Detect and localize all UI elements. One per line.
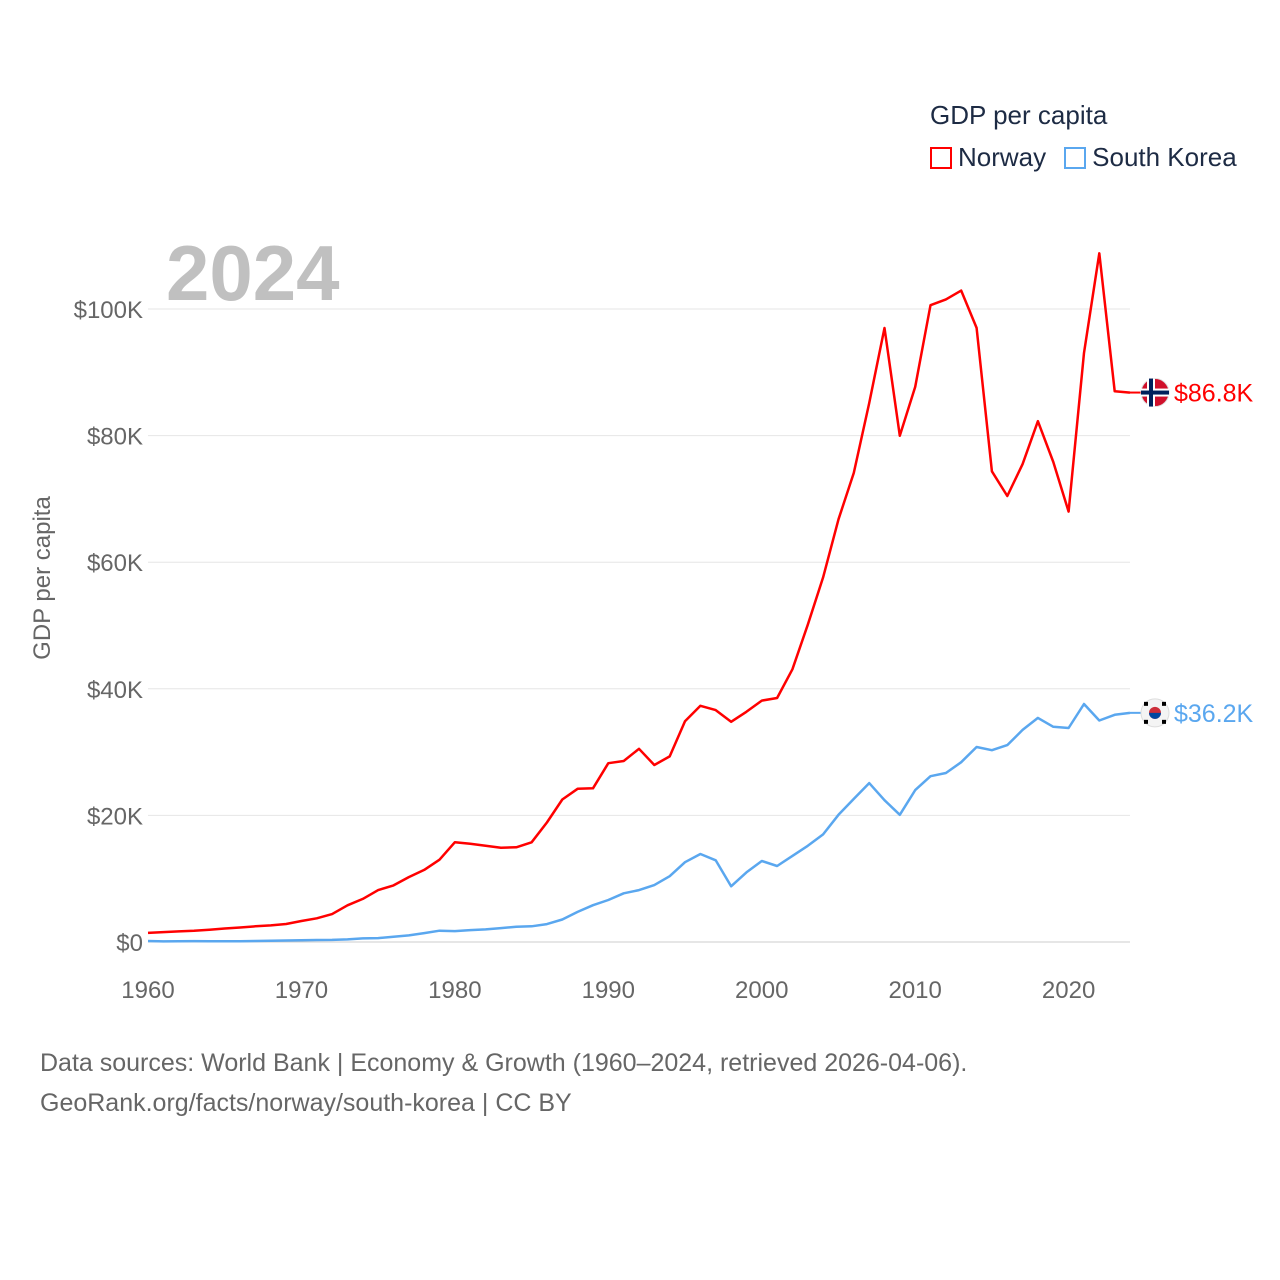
legend-item-norway[interactable]: Norway (930, 142, 1046, 173)
legend: Norway South Korea (930, 142, 1237, 173)
series-line-norway (147, 252, 1131, 935)
x-tick-label: 1970 (275, 977, 328, 1004)
flag-trigram (1144, 701, 1148, 706)
footer-sources: Data sources: World Bank | Economy & Gro… (40, 1049, 968, 1077)
y-tick-label: $20K (87, 803, 143, 830)
y-tick-label: $40K (87, 677, 143, 704)
y-tick-label: $0 (116, 930, 143, 957)
year-label: 2024 (166, 229, 340, 317)
end-value-label: $86.8K (1174, 380, 1254, 408)
flag-trigram (1162, 701, 1166, 706)
x-tick-label: 2010 (888, 977, 941, 1004)
flag-taegeuk (1149, 712, 1161, 719)
flag-trigram (1162, 719, 1166, 724)
flag-cross (1141, 390, 1169, 395)
y-tick-label: $60K (87, 550, 143, 577)
x-tick-label: 1990 (582, 977, 635, 1004)
flag-trigram (1144, 719, 1148, 724)
x-tick-label: 2020 (1042, 977, 1095, 1004)
legend-label: South Korea (1092, 142, 1237, 172)
legend-label: Norway (958, 142, 1047, 172)
legend-swatch (930, 146, 952, 169)
legend-swatch (1064, 146, 1087, 169)
y-axis-label: GDP per capita (29, 496, 56, 660)
y-tick-label: $100K (74, 297, 143, 324)
footer: Data sources: World Bank | Economy & Gro… (40, 1043, 967, 1123)
x-tick-label: 1980 (428, 977, 481, 1004)
footer-link[interactable]: GeoRank.org/facts/norway/south-korea | C… (40, 1089, 572, 1117)
flag-cross (1149, 378, 1153, 407)
y-tick-label: $80K (87, 424, 143, 451)
legend-item-south-korea[interactable]: South Korea (1064, 142, 1237, 173)
x-tick-label: 2000 (735, 977, 788, 1004)
series-line-south-korea (147, 702, 1131, 943)
end-value-label: $36.2K (1174, 700, 1254, 728)
x-tick-label: 1960 (121, 977, 174, 1004)
legend-title: GDP per capita (930, 100, 1108, 130)
